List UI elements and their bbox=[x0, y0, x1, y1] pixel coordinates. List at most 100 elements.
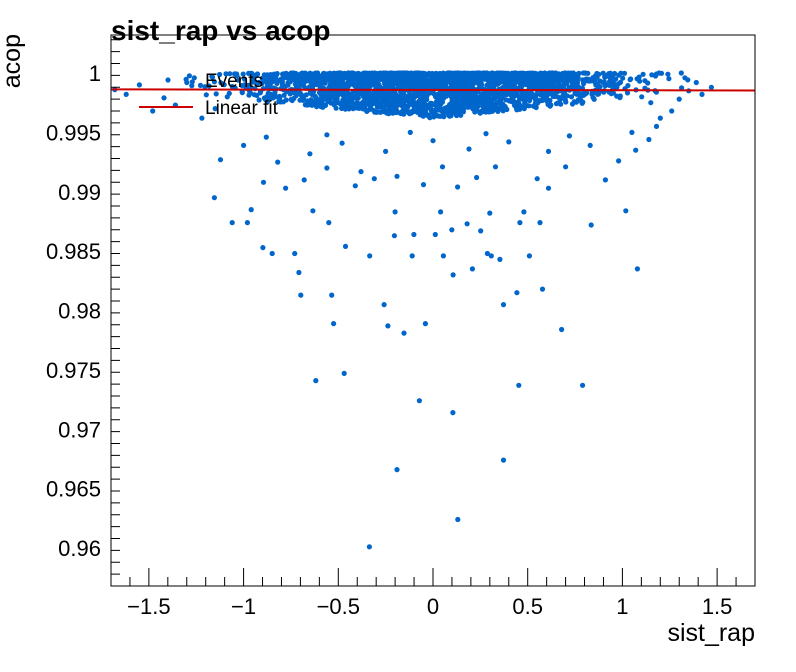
event-point-dense bbox=[385, 95, 391, 101]
event-point-dense bbox=[628, 76, 634, 82]
event-point-dense bbox=[400, 97, 406, 103]
event-point-dense bbox=[331, 102, 337, 108]
event-point bbox=[497, 256, 503, 262]
event-point-dense bbox=[412, 73, 418, 79]
event-point-dense bbox=[575, 72, 581, 78]
event-point-dense bbox=[427, 84, 433, 90]
y-axis-ticks: 0.96 0.965 0.97 0.975 0.98 0.985 0.99 0.995 1 bbox=[46, 39, 120, 587]
event-point-dense bbox=[300, 97, 306, 103]
event-point bbox=[466, 146, 472, 152]
event-point-dense bbox=[297, 81, 303, 87]
event-point bbox=[416, 398, 422, 404]
event-point-dense bbox=[252, 72, 258, 78]
event-point-dense bbox=[280, 82, 286, 88]
event-point-dense bbox=[362, 100, 368, 106]
event-point-dense bbox=[262, 77, 268, 83]
event-point bbox=[464, 221, 470, 227]
event-point-dense bbox=[497, 70, 503, 76]
y-tick-label: 0.995 bbox=[46, 120, 101, 145]
event-point bbox=[563, 164, 569, 170]
x-tick-label: 0 bbox=[427, 594, 439, 619]
event-point bbox=[296, 269, 302, 276]
event-point bbox=[648, 100, 654, 106]
events-dense-band bbox=[183, 70, 691, 121]
y-tick-label: 0.985 bbox=[46, 239, 101, 264]
y-tick-label: 0.96 bbox=[58, 536, 101, 561]
event-point bbox=[301, 177, 307, 183]
event-point-dense bbox=[346, 106, 352, 112]
event-point-dense bbox=[375, 81, 381, 87]
event-point-dense bbox=[495, 81, 501, 87]
event-point-dense bbox=[293, 93, 299, 99]
event-point bbox=[199, 115, 205, 121]
event-point bbox=[708, 84, 715, 90]
event-point-dense bbox=[617, 93, 623, 99]
event-point bbox=[260, 245, 266, 251]
event-point-dense bbox=[268, 91, 274, 97]
event-point-dense bbox=[393, 96, 399, 102]
event-point-dense bbox=[658, 70, 665, 76]
event-point-dense bbox=[383, 108, 389, 114]
event-point bbox=[478, 228, 484, 234]
event-point-dense bbox=[460, 105, 466, 111]
event-point-dense bbox=[437, 90, 443, 96]
event-point-dense bbox=[583, 76, 590, 82]
event-point-dense bbox=[450, 99, 456, 105]
y-tick-label: 0.98 bbox=[58, 299, 101, 324]
event-point-dense bbox=[374, 100, 380, 106]
event-point bbox=[352, 183, 358, 189]
event-point-dense bbox=[364, 84, 370, 90]
event-point-dense bbox=[254, 81, 260, 87]
event-point bbox=[492, 164, 499, 170]
event-point-dense bbox=[319, 75, 325, 81]
y-tick-label: 0.965 bbox=[46, 477, 101, 502]
event-point-dense bbox=[329, 93, 335, 99]
event-point bbox=[430, 138, 436, 144]
event-point-dense bbox=[488, 106, 494, 112]
event-point bbox=[136, 82, 142, 88]
event-point bbox=[244, 220, 250, 226]
event-point-dense bbox=[285, 75, 291, 81]
event-point-dense bbox=[353, 83, 360, 89]
event-point bbox=[381, 302, 387, 308]
event-point bbox=[392, 209, 398, 215]
event-point-dense bbox=[563, 99, 569, 105]
event-point bbox=[366, 544, 372, 550]
event-point-dense bbox=[367, 106, 373, 112]
event-point-dense bbox=[440, 111, 446, 117]
event-point bbox=[407, 129, 413, 135]
event-point bbox=[566, 133, 573, 139]
event-point-dense bbox=[399, 91, 405, 97]
event-point bbox=[488, 253, 494, 259]
event-point bbox=[474, 174, 480, 181]
event-point-dense bbox=[352, 89, 358, 95]
event-point-dense bbox=[246, 92, 252, 98]
event-point-dense bbox=[203, 92, 209, 98]
event-point-dense bbox=[518, 82, 524, 88]
event-point-dense bbox=[335, 92, 341, 98]
event-point bbox=[263, 134, 269, 140]
event-point bbox=[500, 302, 507, 308]
event-point-dense bbox=[384, 102, 390, 108]
event-point-dense bbox=[455, 83, 461, 89]
y-axis-title: acop bbox=[0, 34, 26, 88]
event-point-dense bbox=[560, 71, 566, 77]
event-point-dense bbox=[457, 102, 463, 108]
event-point bbox=[616, 158, 622, 164]
event-point-dense bbox=[413, 82, 419, 88]
event-point-dense bbox=[197, 82, 204, 88]
event-point-dense bbox=[557, 101, 563, 107]
event-point bbox=[646, 136, 652, 143]
event-point-dense bbox=[580, 99, 586, 105]
event-point-dense bbox=[560, 78, 567, 84]
event-point bbox=[394, 173, 400, 179]
event-point-dense bbox=[390, 102, 396, 108]
event-point-dense bbox=[517, 76, 523, 82]
event-point-dense bbox=[303, 92, 309, 98]
event-point bbox=[383, 148, 389, 154]
event-point-dense bbox=[234, 71, 240, 77]
event-point-dense bbox=[395, 70, 401, 76]
event-point-dense bbox=[288, 96, 294, 103]
event-point-dense bbox=[287, 79, 293, 85]
event-point bbox=[313, 378, 319, 384]
